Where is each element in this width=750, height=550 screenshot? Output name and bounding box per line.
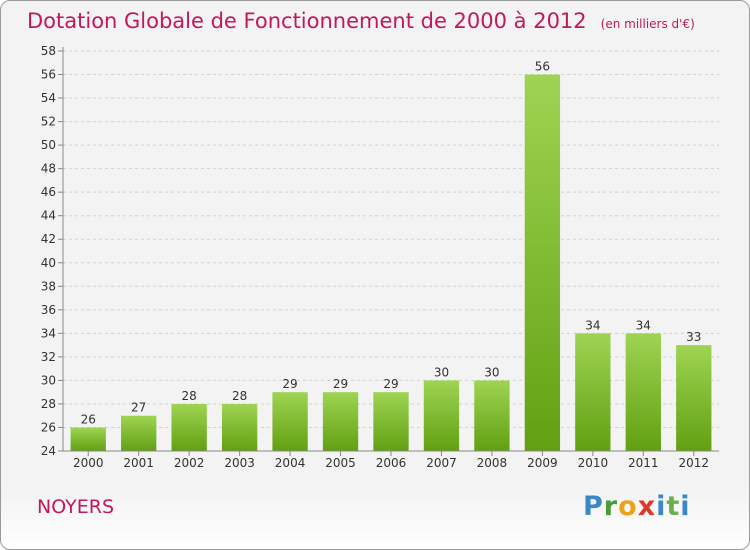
proxiti-logo: Proxiti xyxy=(583,491,691,522)
x-tick-label: 2008 xyxy=(477,456,508,470)
bar xyxy=(575,333,611,451)
y-tick-label: 46 xyxy=(41,185,56,199)
gridlines xyxy=(63,50,719,428)
y-tick-label: 26 xyxy=(41,420,56,434)
x-tick-label: 2011 xyxy=(628,456,659,470)
chart-title: Dotation Globale de Fonctionnement de 20… xyxy=(27,9,695,33)
bar xyxy=(625,333,661,451)
data-label: 34 xyxy=(636,318,651,332)
data-label: 56 xyxy=(535,60,550,74)
y-tick-label: 24 xyxy=(41,444,56,458)
bar xyxy=(272,392,308,451)
y-tick-label: 38 xyxy=(41,279,56,293)
y-tick-label: 28 xyxy=(41,397,56,411)
data-label: 29 xyxy=(333,377,348,391)
x-tick-label: 2000 xyxy=(73,456,104,470)
x-tick-label: 2012 xyxy=(678,456,709,470)
data-label: 28 xyxy=(182,389,197,403)
data-label: 27 xyxy=(131,401,146,415)
y-tick-label: 52 xyxy=(41,115,56,129)
bar xyxy=(524,74,561,451)
x-tick-label: 2005 xyxy=(325,456,356,470)
y-tick-label: 34 xyxy=(41,326,56,340)
data-label: 30 xyxy=(434,365,449,379)
data-label: 26 xyxy=(81,412,96,426)
data-label: 29 xyxy=(383,377,398,391)
bar xyxy=(322,392,359,451)
axes xyxy=(58,47,719,456)
data-label: 30 xyxy=(484,365,499,379)
chart-unit-label: (en milliers d'€) xyxy=(600,17,695,31)
y-tick-label: 40 xyxy=(41,256,56,270)
y-tick-label: 36 xyxy=(41,303,56,317)
bar xyxy=(474,380,510,451)
x-tick-label: 2009 xyxy=(527,456,558,470)
labels: 24 26 28 30 32 34 36 38 40 42 44 46 48 50 52 54 56 58 2000… xyxy=(41,44,709,470)
data-label: 29 xyxy=(282,377,297,391)
y-tick-label: 50 xyxy=(41,138,56,152)
data-label: 28 xyxy=(232,389,247,403)
bar xyxy=(70,427,106,451)
x-tick-label: 2007 xyxy=(426,456,457,470)
bar xyxy=(221,403,258,451)
y-tick-label: 48 xyxy=(41,162,56,176)
bar xyxy=(423,380,460,451)
commune-name: NOYERS xyxy=(37,496,115,518)
chart-title-text: Dotation Globale de Fonctionnement de 20… xyxy=(27,9,587,33)
y-tick-label: 42 xyxy=(41,232,56,246)
data-label: 33 xyxy=(686,330,701,344)
bars xyxy=(70,74,712,451)
x-tick-label: 2002 xyxy=(174,456,205,470)
x-tick-label: 2006 xyxy=(376,456,407,470)
x-tick-label: 2003 xyxy=(224,456,255,470)
y-tick-label: 44 xyxy=(41,209,56,223)
y-tick-label: 54 xyxy=(41,91,56,105)
y-tick-label: 30 xyxy=(41,373,56,387)
bar xyxy=(171,403,207,451)
x-tick-label: 2004 xyxy=(275,456,306,470)
bar xyxy=(676,345,712,451)
y-tick-label: 32 xyxy=(41,350,56,364)
bar xyxy=(373,392,409,451)
data-label: 34 xyxy=(585,318,600,332)
y-tick-label: 58 xyxy=(41,44,56,58)
y-tick-label: 56 xyxy=(41,68,56,82)
bar xyxy=(121,415,157,451)
x-tick-label: 2010 xyxy=(578,456,609,470)
x-tick-label: 2001 xyxy=(123,456,154,470)
